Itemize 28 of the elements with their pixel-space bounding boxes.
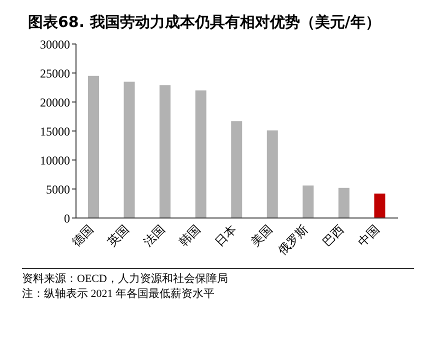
text: 资料来源：OECD，人力资源和社会保障局	[22, 272, 229, 287]
x-tick-label: 法国	[140, 222, 168, 250]
bar	[160, 85, 171, 218]
text: 注：纵轴表示 2021 年各国最低薪资水平	[22, 287, 216, 302]
y-tick-label: 30000	[40, 37, 70, 52]
bar	[88, 76, 99, 218]
x-tick-label: 中国	[355, 222, 382, 250]
x-tick-label: 韩国	[176, 222, 204, 250]
x-tick-label: 美国	[248, 222, 275, 250]
y-tick-label: 15000	[40, 124, 70, 138]
chart-title: 图表68. 我国劳动力成本仍具有相对优势（美元/年）	[27, 12, 382, 32]
bar	[374, 194, 386, 218]
bar	[266, 130, 278, 218]
bar	[195, 90, 206, 218]
x-tick-label: 日本	[212, 222, 240, 250]
y-tick-label: 25000	[40, 66, 70, 80]
x-tick-label: 俄罗斯	[275, 222, 311, 258]
bar	[124, 82, 135, 218]
x-tick-label: 德国	[69, 222, 96, 250]
y-tick-label: 5000	[46, 182, 70, 196]
bar	[302, 186, 314, 218]
y-tick-label: 10000	[40, 153, 70, 168]
x-tick-label: 巴西	[320, 222, 346, 250]
bar	[338, 188, 350, 218]
x-tick-label: 英国	[104, 222, 132, 250]
bar	[231, 121, 242, 218]
y-tick-label: 0	[64, 211, 70, 226]
y-tick-label: 20000	[40, 95, 70, 110]
